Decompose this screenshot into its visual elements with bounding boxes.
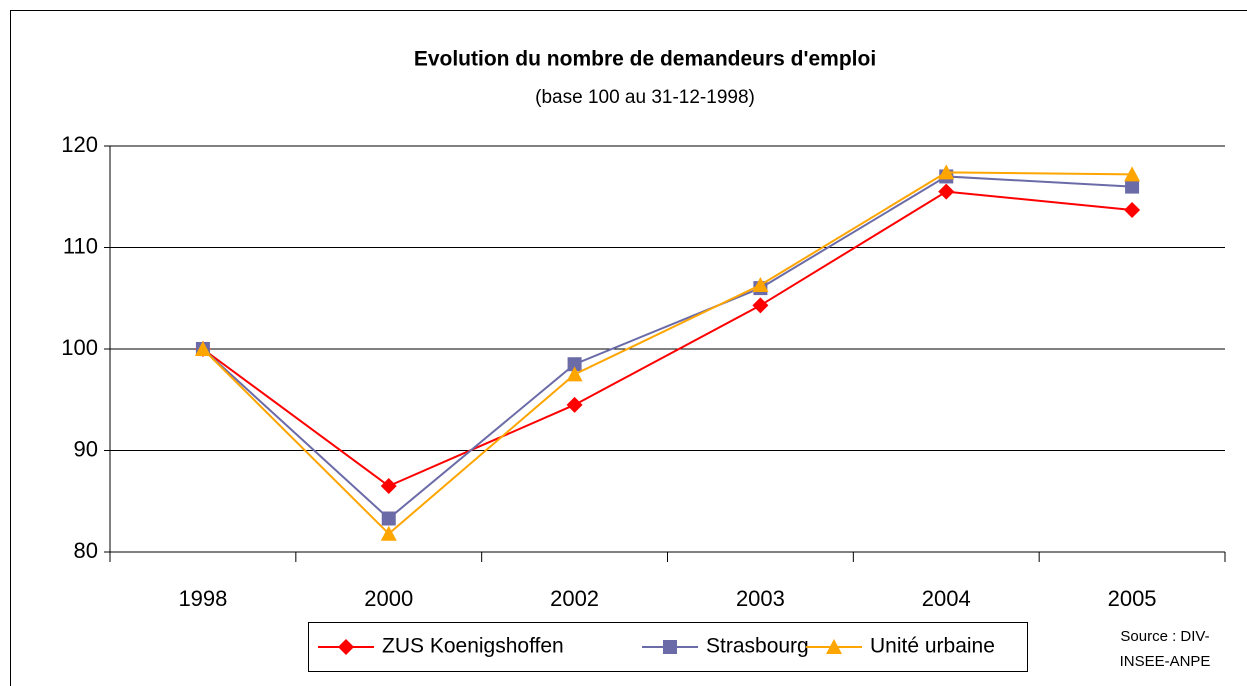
legend-label: Strasbourg	[706, 635, 809, 658]
y-tick-label: 80	[74, 538, 98, 563]
marker	[752, 277, 769, 293]
marker	[567, 357, 582, 372]
y-tick-label: 120	[61, 132, 98, 157]
y-tick-label: 100	[61, 335, 98, 360]
marker	[194, 341, 211, 356]
marker	[752, 297, 769, 314]
marker	[566, 366, 583, 382]
legend-label: ZUS Koenigshoffen	[382, 635, 564, 658]
marker	[826, 639, 842, 654]
marker	[1124, 201, 1141, 218]
legend-label: Unité urbaine	[870, 635, 995, 658]
series-line	[202, 190, 1133, 488]
marker	[938, 183, 955, 200]
marker	[663, 640, 677, 654]
marker	[380, 478, 397, 495]
x-tick-label: 2002	[550, 586, 599, 611]
marker	[938, 164, 955, 180]
marker	[1124, 166, 1141, 182]
source: Source : DIV-	[1120, 628, 1209, 645]
marker	[380, 525, 397, 541]
y-tick-label: 110	[63, 233, 98, 258]
source: INSEE-ANPE	[1120, 653, 1211, 670]
chart-subtitle: (base 100 au 31-12-1998)	[535, 87, 755, 108]
chart-frame	[10, 10, 1247, 686]
marker	[566, 396, 583, 413]
x-tick-label: 2004	[922, 586, 971, 611]
series-line	[202, 171, 1133, 536]
x-tick-label: 2005	[1108, 586, 1157, 611]
marker	[338, 639, 354, 655]
marker	[1125, 179, 1140, 194]
marker	[381, 511, 396, 526]
x-tick-label: 2000	[364, 586, 413, 611]
series-line	[202, 175, 1133, 520]
chart-title: Evolution du nombre de demandeurs d'empl…	[414, 48, 876, 71]
x-tick-label: 2003	[736, 586, 785, 611]
x-tick-label: 1998	[178, 586, 227, 611]
y-tick-label: 90	[74, 436, 98, 461]
